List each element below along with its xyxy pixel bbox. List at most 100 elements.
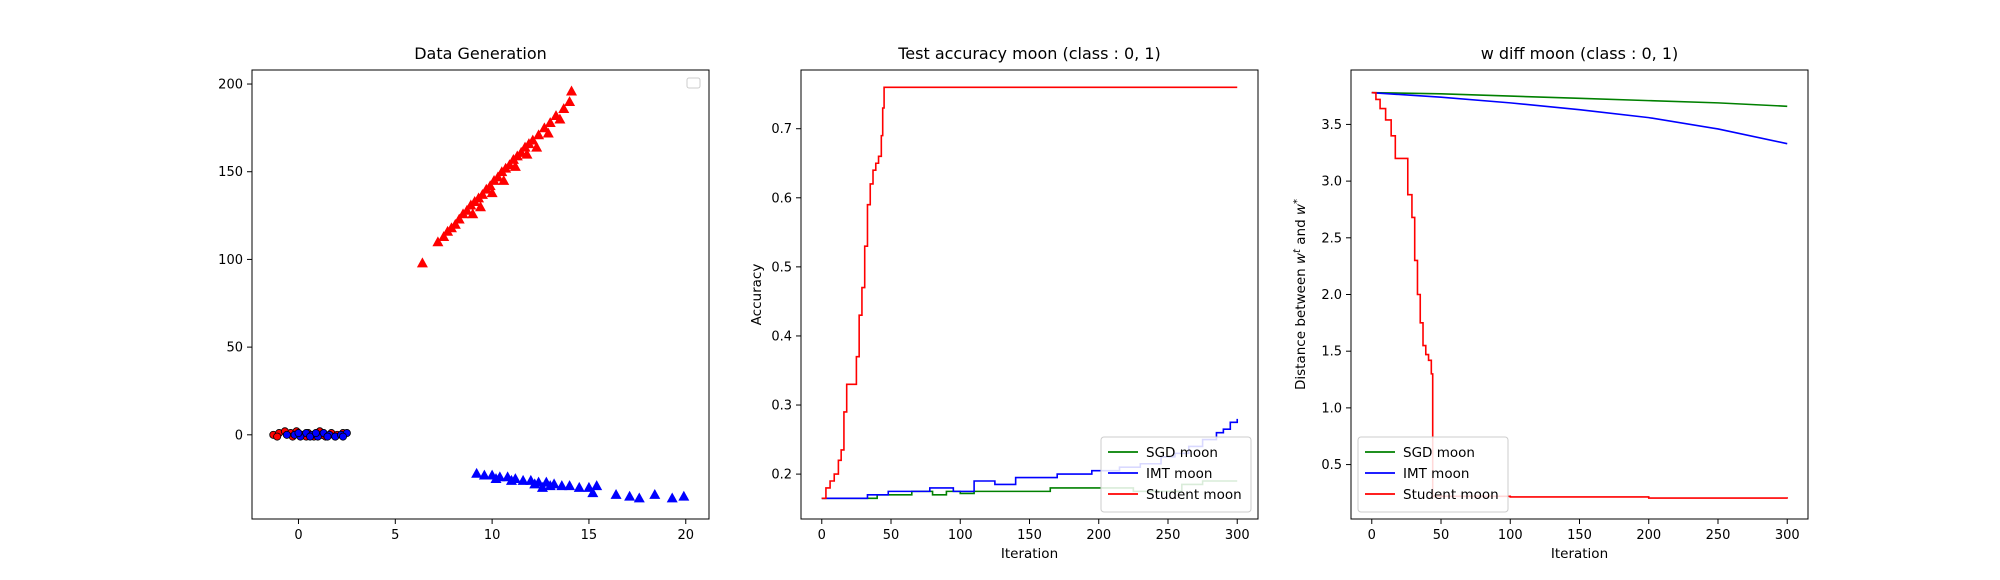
legend-label: SGD moon bbox=[1146, 445, 1218, 461]
legend-box bbox=[1357, 436, 1509, 513]
data-point bbox=[624, 490, 636, 501]
data-point bbox=[471, 467, 483, 478]
data-point bbox=[323, 432, 332, 441]
data-point bbox=[649, 488, 661, 499]
data-point bbox=[467, 208, 479, 219]
data-point bbox=[294, 429, 303, 438]
series-2 bbox=[471, 467, 690, 503]
data-point bbox=[536, 481, 548, 492]
data-point bbox=[453, 213, 465, 224]
x-tick-label: 10 bbox=[484, 528, 501, 543]
data-point bbox=[521, 148, 533, 159]
data-point bbox=[509, 160, 521, 171]
x-tick-label: 250 bbox=[1156, 528, 1181, 543]
x-axis-label: Iteration bbox=[1551, 546, 1608, 562]
chart-2: Test accuracy moon (class : 0, 1) 0 50 100 1… bbox=[749, 44, 1259, 562]
data-point bbox=[556, 480, 568, 491]
x-tick-label: 100 bbox=[948, 528, 973, 543]
legend-label: SGD moon bbox=[1403, 445, 1475, 461]
series-1 bbox=[416, 85, 578, 268]
data-point bbox=[527, 134, 539, 145]
chart-title: w diff moon (class : 0, 1) bbox=[1481, 44, 1679, 63]
data-point bbox=[517, 474, 529, 485]
x-tick-label: 200 bbox=[1636, 528, 1661, 543]
x-tick-label: 20 bbox=[677, 528, 694, 543]
data-point bbox=[273, 432, 282, 441]
data-point bbox=[564, 96, 576, 106]
data-point bbox=[554, 113, 566, 124]
axes-frame bbox=[800, 69, 1259, 520]
legend-label: Student moon bbox=[1146, 487, 1242, 503]
x-tick-label: 300 bbox=[1225, 528, 1250, 543]
y-tick-label: 100 bbox=[218, 253, 243, 268]
y-tick-label: 0.6 bbox=[771, 191, 792, 206]
data-point bbox=[416, 257, 428, 268]
chart-title: Data Generation bbox=[414, 44, 547, 63]
data-point bbox=[339, 432, 348, 441]
data-point bbox=[492, 171, 504, 182]
series-line-3 bbox=[821, 86, 1238, 500]
y-axis-label: Accuracy bbox=[749, 264, 765, 326]
data-point bbox=[542, 127, 554, 138]
data-point bbox=[282, 430, 291, 439]
plot-area bbox=[269, 85, 690, 503]
data-point bbox=[306, 432, 315, 441]
legend-box bbox=[1100, 436, 1252, 513]
data-point bbox=[678, 490, 690, 501]
y-tick-label: 0.7 bbox=[771, 122, 792, 137]
series-4 bbox=[282, 429, 351, 441]
x-tick-label: 0 bbox=[818, 528, 826, 543]
axes-frame bbox=[1350, 69, 1809, 520]
x-tick-label: 100 bbox=[1498, 528, 1523, 543]
data-point bbox=[486, 187, 498, 198]
x-tick-label: 150 bbox=[1017, 528, 1042, 543]
x-tick-label: 50 bbox=[1433, 528, 1450, 543]
x-tick-label: 50 bbox=[883, 528, 900, 543]
y-tick-label: 0.4 bbox=[771, 329, 792, 344]
y-tick-label: 150 bbox=[218, 165, 243, 180]
data-point bbox=[432, 236, 444, 247]
x-tick-label: 150 bbox=[1567, 528, 1592, 543]
data-point bbox=[544, 480, 556, 491]
data-point bbox=[505, 474, 517, 485]
data-point bbox=[475, 201, 486, 212]
y-tick-label: 0.2 bbox=[771, 468, 792, 483]
legend: SGD moon IMT moon Student moon bbox=[1100, 436, 1252, 513]
data-point bbox=[311, 429, 320, 438]
data-point bbox=[566, 85, 578, 96]
y-tick-label: 0.5 bbox=[771, 260, 792, 275]
data-point bbox=[449, 218, 461, 229]
data-point bbox=[591, 480, 603, 491]
legend-box bbox=[686, 77, 701, 89]
y-tick-label: 2.0 bbox=[1321, 288, 1342, 303]
x-tick-label: 200 bbox=[1086, 528, 1111, 543]
y-tick-label: 1.0 bbox=[1321, 401, 1342, 416]
x-tick-label: 5 bbox=[391, 528, 399, 543]
x-tick-label: 300 bbox=[1775, 528, 1800, 543]
legend-label: IMT moon bbox=[1403, 466, 1469, 482]
data-point bbox=[438, 231, 450, 242]
y-tick-label: 0 bbox=[235, 428, 243, 443]
data-point bbox=[531, 141, 543, 152]
data-point bbox=[461, 204, 473, 215]
chart-title: Test accuracy moon (class : 0, 1) bbox=[897, 44, 1161, 63]
x-axis-label: Iteration bbox=[1001, 546, 1058, 562]
y-tick-label: 0.5 bbox=[1321, 458, 1342, 473]
data-point bbox=[484, 180, 496, 191]
y-tick-label: 50 bbox=[226, 341, 243, 356]
data-point bbox=[498, 174, 510, 185]
data-point bbox=[587, 487, 599, 498]
data-point bbox=[573, 481, 585, 492]
y-tick-label: 1.5 bbox=[1321, 345, 1342, 360]
data-point bbox=[666, 492, 678, 503]
x-tick-label: 0 bbox=[294, 528, 302, 543]
data-point bbox=[558, 103, 570, 113]
x-tick-label: 15 bbox=[581, 528, 598, 543]
legend: SGD moon IMT moon Student moon bbox=[1357, 436, 1509, 513]
axes-frame bbox=[251, 69, 710, 520]
data-point bbox=[490, 473, 502, 484]
data-point bbox=[610, 488, 622, 499]
data-point bbox=[476, 189, 488, 199]
y-tick-label: 200 bbox=[218, 78, 243, 93]
